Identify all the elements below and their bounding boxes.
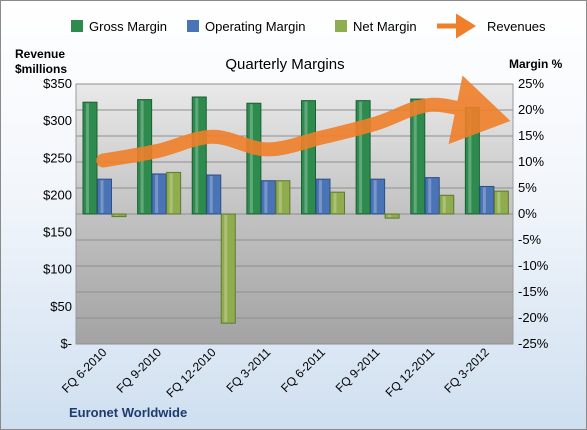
left-axis-label-line1: Revenue (15, 47, 65, 61)
right-tick-label: 5% (518, 180, 537, 195)
bar-operating-margin (97, 178, 112, 215)
legend-label-revenues: Revenues (487, 19, 546, 34)
bar-highlight (442, 196, 446, 213)
bar-operating-margin (260, 180, 276, 215)
bar-highlight (319, 180, 322, 213)
right-tick-label: 0% (518, 206, 537, 221)
x-tick-label: FQ 3-2011 (223, 345, 273, 395)
bar-gross-margin (82, 101, 98, 215)
right-tick-label: 20% (518, 102, 544, 117)
bar-net-margin (384, 213, 400, 219)
bar-net-margin (330, 191, 345, 215)
bar-operating-margin (370, 178, 386, 215)
x-tick-label: FQ 6-2011 (278, 345, 328, 395)
bar-operating-margin (151, 173, 167, 215)
bar-highlight (86, 103, 89, 213)
right-tick-label: 25% (518, 76, 544, 91)
right-axis-label: Margin % (509, 57, 563, 71)
right-tick-label: -10% (518, 258, 549, 273)
bar-highlight (373, 180, 377, 213)
bar-highlight (359, 101, 363, 213)
bar-highlight (482, 187, 486, 213)
legend-label-gross-margin: Gross Margin (89, 19, 167, 34)
chart-title: Quarterly Margins (225, 56, 344, 73)
bar-gross-margin (301, 100, 316, 215)
revenue-series (96, 75, 511, 168)
bar-gross-margin (246, 102, 262, 215)
right-tick-label: -15% (518, 284, 549, 299)
legend-label-net-margin: Net Margin (353, 19, 417, 34)
bar-gross-margin (410, 98, 426, 215)
bar-operating-margin (479, 185, 495, 215)
left-axis-label-line2: $millions (15, 62, 67, 76)
bar-highlight (169, 173, 173, 213)
bar-gross-margin (464, 106, 480, 215)
bar-highlight (388, 215, 392, 218)
bar-gross-margin (191, 96, 207, 215)
left-tick-label: $100 (43, 262, 72, 277)
left-tick-label: $- (60, 336, 72, 351)
left-tick-label: $200 (43, 187, 72, 202)
right-tick-label: 10% (518, 154, 544, 169)
bar-net-margin (493, 190, 509, 215)
bar-net-margin (439, 194, 455, 215)
right-axis-ticks: -25% -20% -15% -10% -5% 0% 5% 10% 15% 20% 25% (518, 76, 549, 351)
x-tick-label: FQ 12-2010 (163, 345, 218, 400)
bar-highlight (428, 178, 432, 213)
bar-highlight (278, 181, 282, 213)
footer-company: Euronet Worldwide (69, 405, 187, 420)
left-tick-label: $250 (43, 150, 72, 165)
bar-highlight (100, 180, 104, 213)
legend-swatch-gross-margin (71, 20, 83, 32)
bar-net-margin (111, 213, 127, 218)
bar-gross-margin (355, 100, 371, 215)
bar-net-margin (275, 180, 291, 215)
bar-highlight (209, 176, 213, 213)
left-tick-label: $50 (50, 299, 72, 314)
bar-highlight (264, 181, 268, 213)
bar-net-margin (220, 213, 236, 324)
bar-operating-margin (206, 174, 222, 215)
x-tick-label: FQ 3-2012 (441, 345, 492, 396)
bar-net-margin (166, 171, 182, 215)
bar-highlight (333, 193, 337, 213)
bar-highlight (304, 101, 308, 213)
left-tick-label: $150 (43, 225, 72, 240)
bar-highlight (224, 215, 228, 323)
right-tick-label: -20% (518, 310, 549, 325)
x-tick-label: FQ 6-2010 (59, 345, 110, 396)
legend-swatch-operating-margin (187, 20, 199, 32)
bar-highlight (249, 104, 253, 213)
bar-highlight (468, 108, 472, 213)
right-tick-label: -5% (518, 232, 542, 247)
x-tick-label: FQ 9-2010 (114, 345, 165, 396)
bar-highlight (413, 100, 417, 213)
x-tick-label: FQ 9-2011 (333, 345, 383, 395)
bar-highlight (115, 215, 118, 216)
left-tick-label: $350 (43, 76, 72, 91)
left-axis-ticks: $- $50 $100 $150 $200 $250 $300 $350 (43, 76, 72, 351)
bar-highlight (497, 192, 501, 213)
bar-highlight (155, 174, 159, 213)
bar-operating-margin (424, 177, 440, 215)
revenues-line (96, 75, 511, 168)
bar-operating-margin (315, 178, 331, 215)
x-axis-labels: FQ 6-2010 FQ 9-2010 FQ 12-2010 FQ 3-2011 FQ … (59, 345, 492, 400)
right-tick-label: 15% (518, 128, 544, 143)
left-tick-label: $300 (43, 113, 72, 128)
legend-swatch-net-margin (335, 20, 347, 32)
x-tick-label: FQ 12-2011 (383, 345, 438, 400)
legend: Gross Margin Operating Margin Net Margin… (71, 13, 546, 39)
bar-highlight (195, 98, 199, 213)
right-tick-label: -25% (518, 336, 549, 351)
legend-label-operating-margin: Operating Margin (205, 19, 305, 34)
